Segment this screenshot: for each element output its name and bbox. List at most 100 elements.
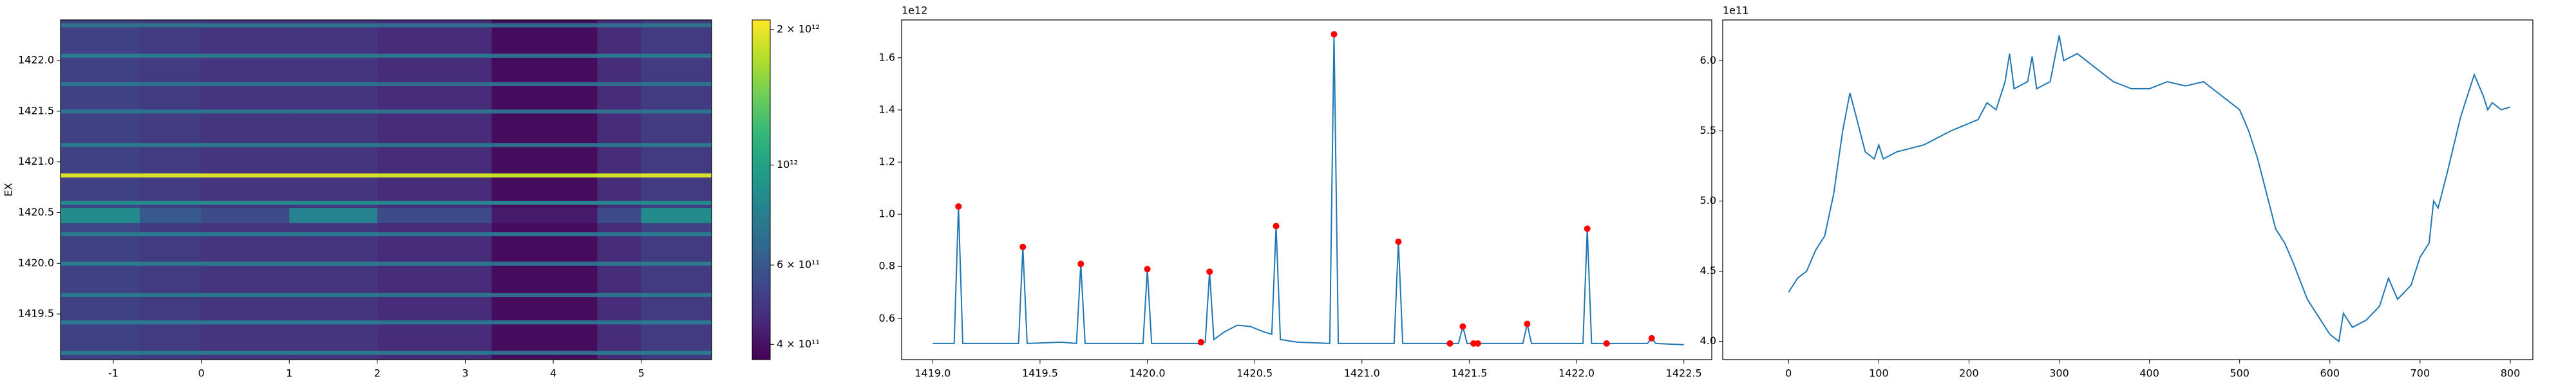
heatmap-cell: [377, 354, 492, 360]
heatmap-cell: [139, 142, 202, 147]
heatmap-cell: [201, 207, 290, 223]
heatmap-cell: [139, 147, 202, 174]
heatmap-cell: [201, 297, 290, 321]
series-line: [933, 34, 1684, 345]
heatmap-cell: [641, 292, 712, 297]
heatmap-cell: [597, 86, 642, 110]
heatmap-cell: [289, 57, 378, 82]
heatmap-cell: [289, 147, 378, 174]
heatmap-cell: [201, 223, 290, 232]
x-tick-label: 200: [1959, 367, 1979, 380]
heatmap-cell: [139, 23, 202, 28]
heatmap-cell: [61, 292, 140, 297]
heatmap-cell: [201, 324, 290, 351]
heatmap-cell: [597, 261, 642, 266]
heatmap-cell: [61, 109, 140, 114]
heatmap-cell: [201, 113, 290, 143]
heatmap-cell: [139, 53, 202, 58]
x-tick-label: 400: [2139, 367, 2159, 380]
heatmap-cell: [201, 292, 290, 297]
heatmap-cell: [61, 86, 140, 110]
axes-frame: [901, 19, 1712, 360]
x-tick-label: 1422.0: [1558, 367, 1595, 380]
heatmap-cell: [201, 320, 290, 325]
heatmap-cell: [597, 207, 642, 223]
heatmap-cell: [491, 27, 598, 54]
heatmap-cell: [641, 23, 712, 28]
colorbar: [752, 19, 771, 360]
heatmap-cell: [201, 232, 290, 237]
heatmap-cell: [61, 27, 140, 54]
heatmap-cell: [491, 172, 598, 178]
heatmap-cell: [139, 292, 202, 297]
colorbar-tick-label: 10¹²: [777, 158, 798, 170]
heatmap-cell: [61, 204, 140, 208]
heatmap-cell: [597, 20, 642, 24]
y-tick-label: 1.4: [879, 103, 895, 115]
y-tick-label: 5.0: [1700, 194, 1716, 207]
heatmap-cell: [289, 265, 378, 293]
heatmap-cell: [377, 261, 492, 266]
heatmap-cell: [597, 142, 642, 147]
heatmap-cell: [597, 354, 642, 360]
heatmap-cell: [61, 20, 140, 24]
x-tick-label: -1: [108, 367, 118, 380]
heatmap-cell: [491, 109, 598, 114]
heatmap-cell: [491, 204, 598, 208]
heatmap-cell: [641, 147, 712, 174]
heatmap-cell: [61, 265, 140, 293]
x-tick-label: 700: [2410, 367, 2430, 380]
heatmap-cell: [491, 292, 598, 297]
heatmap-cell: [201, 142, 290, 147]
x-tick-label: 500: [2230, 367, 2249, 380]
heatmap-cell: [641, 265, 712, 293]
heatmap-cell: [377, 204, 492, 208]
heatmap-cell: [641, 57, 712, 82]
y-tick-label: 5.5: [1700, 124, 1716, 136]
heatmap-cell: [597, 147, 642, 174]
heatmap-cell: [641, 109, 712, 114]
heatmap-cell: [491, 297, 598, 321]
peak-marker: [1446, 340, 1454, 347]
peak-marker: [1019, 243, 1027, 250]
x-tick-label: 800: [2501, 367, 2521, 380]
heatmap-cell: [491, 200, 598, 205]
heatmap-cell: [139, 86, 202, 110]
heatmap-cell: [289, 354, 378, 360]
heatmap-cell: [641, 113, 712, 143]
heatmap-cell: [597, 204, 642, 208]
heatmap-cell: [201, 265, 290, 293]
x-tick-label: 300: [2049, 367, 2069, 380]
heatmap-cell: [289, 292, 378, 297]
heatmap-cell: [139, 261, 202, 266]
peak-marker: [1273, 223, 1280, 230]
heatmap-cell: [61, 142, 140, 147]
heatmap-cell: [201, 200, 290, 205]
heatmap-cell: [597, 320, 642, 325]
heatmap-cell: [377, 177, 492, 201]
heatmap-cell: [139, 207, 202, 223]
heatmap-cell: [61, 147, 140, 174]
x-tick-label: 1420.0: [1130, 367, 1166, 380]
heatmap-cell: [289, 20, 378, 24]
heatmap-cell: [377, 207, 492, 223]
heatmap-cell: [139, 265, 202, 293]
heatmap-cell: [377, 27, 492, 54]
heatmap-cell: [61, 177, 140, 201]
y-tick-label: 1421.5: [18, 104, 54, 116]
peak-marker: [1648, 335, 1655, 342]
heatmap-cell: [377, 297, 492, 321]
heatmap-cell: [61, 200, 140, 205]
peak-marker: [1524, 320, 1531, 327]
heatmap-cell: [201, 354, 290, 360]
y-tick-label: 1420.5: [18, 206, 54, 218]
heatmap-cell: [491, 23, 598, 28]
heatmap-cell: [61, 82, 140, 86]
heatmap-cell: [597, 292, 642, 297]
heatmap-cell: [201, 261, 290, 266]
heatmap-cell: [597, 297, 642, 321]
heatmap-cell: [289, 142, 378, 147]
heatmap-cell: [61, 23, 140, 28]
heatmap-cell: [289, 297, 378, 321]
peak-marker: [955, 203, 962, 210]
